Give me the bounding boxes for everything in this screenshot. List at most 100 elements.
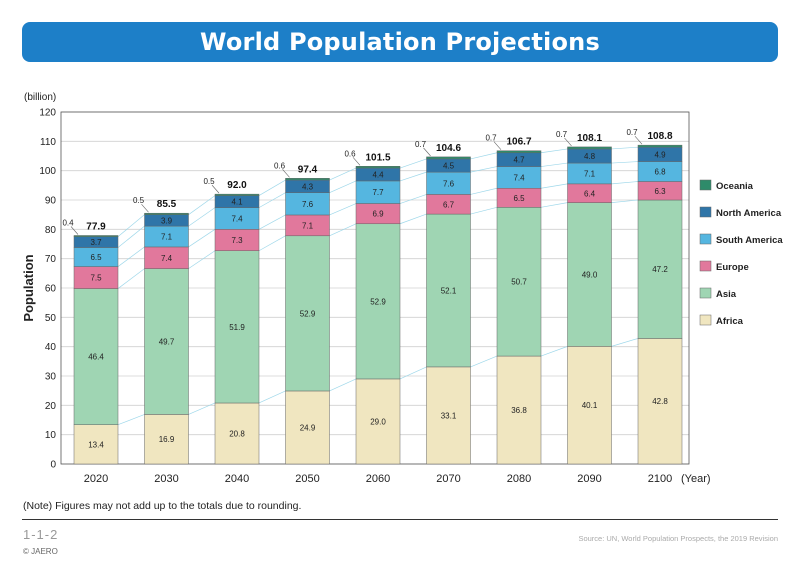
bar-value-label: 7.1 [302,221,314,230]
bar-total-label: 104.6 [436,143,461,154]
legend-label: South America [716,235,783,246]
bar-segment-oceania [567,146,612,150]
bar-total-label: 106.7 [506,137,531,148]
bar-total-label: 77.9 [86,221,106,232]
bar-value-label: 3.7 [90,238,102,247]
bar-value-label: 7.4 [161,254,173,263]
bar-value-label: 6.7 [443,200,455,209]
legend-label: North America [716,208,782,219]
legend-swatch [699,260,712,272]
bar-value-label: 7.7 [372,188,384,197]
bar-value-label: 6.3 [654,187,666,196]
bar-total-label: 97.4 [298,164,318,175]
bar-value-label: 49.0 [582,271,598,280]
bar-segment-oceania [144,212,189,215]
bar-value-label: 4.4 [372,170,384,179]
y-tick-label: 100 [39,166,56,177]
bar-value-label: 29.0 [370,417,386,426]
segment-connector [540,202,568,208]
footer-divider [22,519,778,520]
y-tick-label: 30 [45,372,57,383]
bar-value-label: 6.9 [372,210,384,219]
segment-connector [117,246,145,267]
segment-connector [470,152,498,160]
oceania-leader [141,204,149,213]
segment-connector [611,338,639,347]
bar-value-label: 4.1 [231,198,243,207]
title-banner: World Population Projections [22,22,778,62]
y-axis-title: Population [21,254,36,321]
y-tick-label: 0 [50,460,56,471]
bar-value-label: 51.9 [229,323,245,332]
segment-connector [117,225,145,248]
x-tick-label: 2040 [225,473,249,485]
segment-connector [399,158,427,169]
oceania-value-label: 0.4 [62,218,74,227]
segment-connector [329,223,357,237]
segment-connector [470,187,498,195]
oceania-value-label: 0.7 [556,130,568,139]
segment-connector [329,378,357,392]
y-unit-label: (billion) [24,92,56,103]
legend-label: Africa [716,316,744,327]
bar-value-label: 4.3 [302,182,314,191]
bar-value-label: 47.2 [652,265,668,274]
segment-connector [188,229,216,248]
x-tick-label: 2020 [84,473,108,485]
oceania-value-label: 0.5 [203,177,215,186]
oceania-value-label: 0.6 [344,149,356,158]
bar-total-label: 101.5 [365,152,390,163]
oceania-value-label: 0.7 [485,134,497,143]
bar-segment-africa [567,346,612,465]
segment-connector [540,346,568,357]
bar-segment-africa [73,424,119,465]
bar-value-label: 4.7 [513,156,525,165]
oceania-leader [493,141,502,150]
segment-connector [188,195,216,215]
segment-connector [188,250,216,269]
segment-connector [188,207,216,227]
bar-value-label: 4.8 [584,152,596,161]
legend-label: Europe [716,262,749,273]
bar-value-label: 36.8 [511,406,527,415]
x-unit-label: (Year) [681,473,711,485]
oceania-leader [352,157,361,166]
bar-value-label: 7.1 [584,169,596,178]
oceania-value-label: 0.7 [415,140,427,149]
oceania-leader [282,169,290,178]
bar-value-label: 13.4 [88,440,104,449]
bar-segment-africa [144,414,189,465]
y-tick-label: 20 [45,401,57,412]
x-tick-label: 2080 [507,473,531,485]
bar-segment-oceania [496,150,542,154]
legend-swatch [699,233,712,245]
segment-connector [117,414,145,426]
y-tick-label: 50 [45,313,57,324]
bar-value-label: 6.4 [584,189,596,198]
rounding-note: (Note) Figures may not add up to the tot… [23,500,302,512]
bar-segment-oceania [73,235,119,237]
legend-swatch [699,314,712,326]
bar-segment-asia [73,288,119,425]
page-title: World Population Projections [200,28,600,56]
segment-connector [611,181,639,185]
x-tick-label: 2060 [366,473,390,485]
segment-connector [258,192,286,208]
legend-swatch [699,206,712,218]
bar-segment-africa [637,338,683,465]
x-tick-label: 2100 [648,473,672,485]
segment-connector [329,203,357,216]
oceania-value-label: 0.6 [274,161,286,170]
segment-connector [258,179,286,196]
bar-segment-africa [355,378,401,465]
y-tick-label: 10 [45,430,57,441]
bar-value-label: 52.9 [370,297,386,306]
segment-connector [540,148,568,154]
x-tick-label: 2030 [154,473,178,485]
segment-connector [399,366,427,380]
bar-value-label: 6.8 [654,168,666,177]
bar-segment-asia [285,235,330,392]
segment-connector [188,402,216,415]
segment-connector [399,213,427,225]
oceania-value-label: 0.5 [133,196,145,205]
